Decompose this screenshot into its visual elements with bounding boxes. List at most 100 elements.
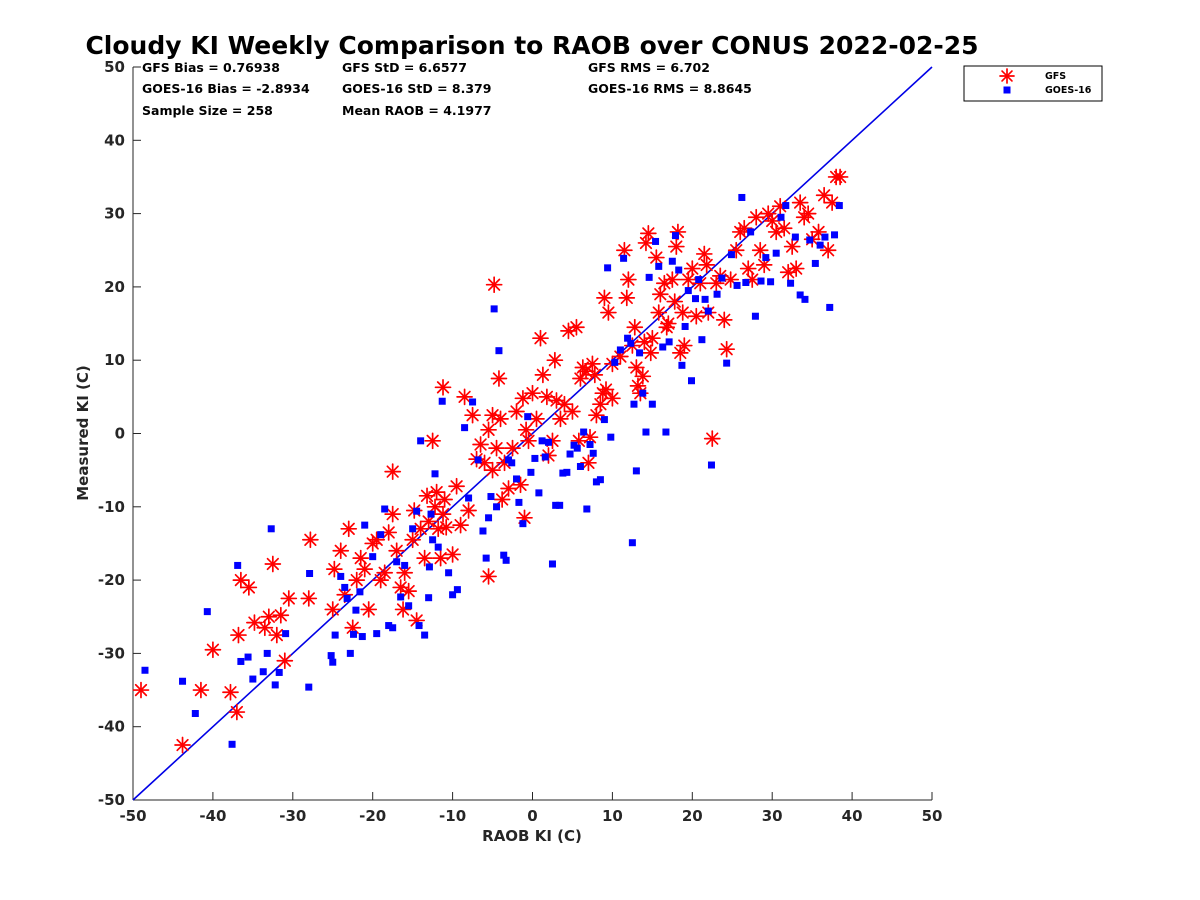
y-tick-label: -40 bbox=[98, 718, 125, 736]
gfs-point bbox=[675, 337, 693, 354]
stats-annotations: GFS Bias = 0.76938 GFS StD = 6.6577 GFS … bbox=[142, 60, 752, 118]
goes16-point bbox=[782, 202, 790, 210]
gfs-point bbox=[492, 410, 509, 428]
gfs-point bbox=[650, 304, 668, 321]
gfs-point bbox=[636, 333, 653, 351]
gfs-point bbox=[400, 582, 418, 600]
goes16-point bbox=[409, 525, 417, 533]
goes16-point bbox=[742, 279, 750, 287]
goes16-point bbox=[796, 291, 804, 299]
goes16-point bbox=[434, 543, 442, 551]
goes16-point bbox=[566, 450, 574, 458]
goes16-point bbox=[552, 501, 560, 509]
goes16-point bbox=[373, 630, 381, 638]
goes16-point bbox=[688, 377, 696, 385]
gfs-point bbox=[755, 256, 773, 274]
gfs-point bbox=[667, 238, 685, 255]
gfs-point bbox=[488, 439, 505, 457]
goes16-point bbox=[305, 683, 313, 691]
x-tick-label: -20 bbox=[359, 807, 386, 825]
x-tick-label: 10 bbox=[602, 807, 623, 825]
goes16-point bbox=[662, 428, 670, 436]
goes16-point bbox=[346, 649, 354, 657]
legend-box bbox=[963, 65, 1103, 102]
legend-gfs-asterisk bbox=[999, 68, 1015, 84]
gfs-series bbox=[132, 168, 849, 754]
goes16-point bbox=[415, 622, 423, 630]
y-tick-label: 0 bbox=[115, 425, 125, 443]
axes: -50 -40 -30 -20 -10 0 10 20 30 40 50 -50 -40 -30 -20 -1… bbox=[98, 58, 943, 825]
goes16-point bbox=[659, 343, 667, 351]
goes16-point bbox=[791, 233, 799, 241]
goes16-point bbox=[141, 666, 149, 674]
gfs-point bbox=[698, 256, 716, 274]
goes16-point bbox=[449, 591, 457, 599]
goes16-point bbox=[502, 556, 510, 564]
gfs-point bbox=[666, 293, 684, 310]
gfs-point bbox=[564, 403, 581, 420]
goes16-point bbox=[548, 560, 556, 568]
gfs-point bbox=[396, 564, 414, 582]
goes16-point bbox=[538, 437, 546, 445]
gfs-point bbox=[472, 436, 489, 453]
goes16-point bbox=[718, 274, 726, 282]
gfs-point bbox=[484, 461, 501, 479]
goes16-point bbox=[234, 561, 242, 569]
goes16-point bbox=[684, 287, 692, 295]
goes16-point bbox=[249, 675, 257, 683]
y-tick-label: 40 bbox=[104, 131, 125, 149]
gfs-point bbox=[763, 212, 781, 230]
goes16-point bbox=[179, 677, 187, 685]
goes16-point bbox=[527, 468, 535, 476]
gfs-point bbox=[444, 546, 461, 563]
y-tick-label: 20 bbox=[104, 278, 125, 296]
gfs-point bbox=[372, 571, 390, 589]
y-tick-label: 30 bbox=[104, 205, 125, 223]
goes16-point bbox=[816, 241, 824, 249]
gfs-point bbox=[626, 318, 644, 336]
gfs-point bbox=[580, 454, 597, 472]
gfs-point bbox=[340, 520, 358, 538]
goes16-point bbox=[787, 279, 795, 287]
gfs-point bbox=[325, 560, 343, 578]
goes16-point bbox=[228, 740, 236, 748]
goes16-point bbox=[559, 469, 567, 477]
y-tick-label: -20 bbox=[98, 571, 125, 589]
gfs-point bbox=[276, 652, 294, 670]
gfs-point bbox=[751, 241, 769, 259]
gfs-point bbox=[783, 238, 801, 255]
legend-goes16-square bbox=[1003, 86, 1011, 94]
gfs-point bbox=[260, 608, 278, 626]
goes16-point bbox=[627, 339, 635, 347]
gfs-point bbox=[532, 329, 549, 347]
goes16-point bbox=[445, 569, 453, 577]
goes16-point bbox=[668, 257, 676, 265]
gfs-point bbox=[490, 370, 508, 387]
goes16-point bbox=[495, 347, 503, 355]
goes16-point bbox=[713, 290, 721, 298]
goes16-point bbox=[757, 277, 765, 285]
gfs-point bbox=[747, 208, 765, 226]
y-tick-label: 50 bbox=[104, 58, 125, 76]
goes16-point bbox=[701, 295, 709, 303]
goes16-point bbox=[237, 657, 245, 665]
gfs-point bbox=[819, 241, 837, 259]
gfs-point bbox=[597, 381, 615, 398]
stat-goes-std: GOES-16 StD = 8.379 bbox=[342, 81, 491, 96]
legend-goes16-marker bbox=[1003, 86, 1011, 94]
gfs-point bbox=[332, 542, 350, 560]
gfs-point bbox=[634, 367, 652, 385]
gfs-point bbox=[460, 502, 477, 519]
gfs-point bbox=[775, 219, 793, 237]
goes16-point bbox=[524, 413, 532, 421]
gfs-point bbox=[520, 432, 537, 450]
gfs-point bbox=[416, 549, 433, 567]
goes16-point bbox=[831, 231, 839, 239]
stat-mean-raob: Mean RAOB = 4.1977 bbox=[342, 103, 491, 118]
goes16-point bbox=[275, 668, 283, 676]
gfs-point bbox=[493, 491, 511, 508]
gfs-point bbox=[480, 421, 497, 439]
stat-sample-size: Sample Size = 258 bbox=[142, 103, 273, 118]
goes16-point bbox=[267, 525, 275, 533]
gfs-point bbox=[480, 568, 497, 585]
